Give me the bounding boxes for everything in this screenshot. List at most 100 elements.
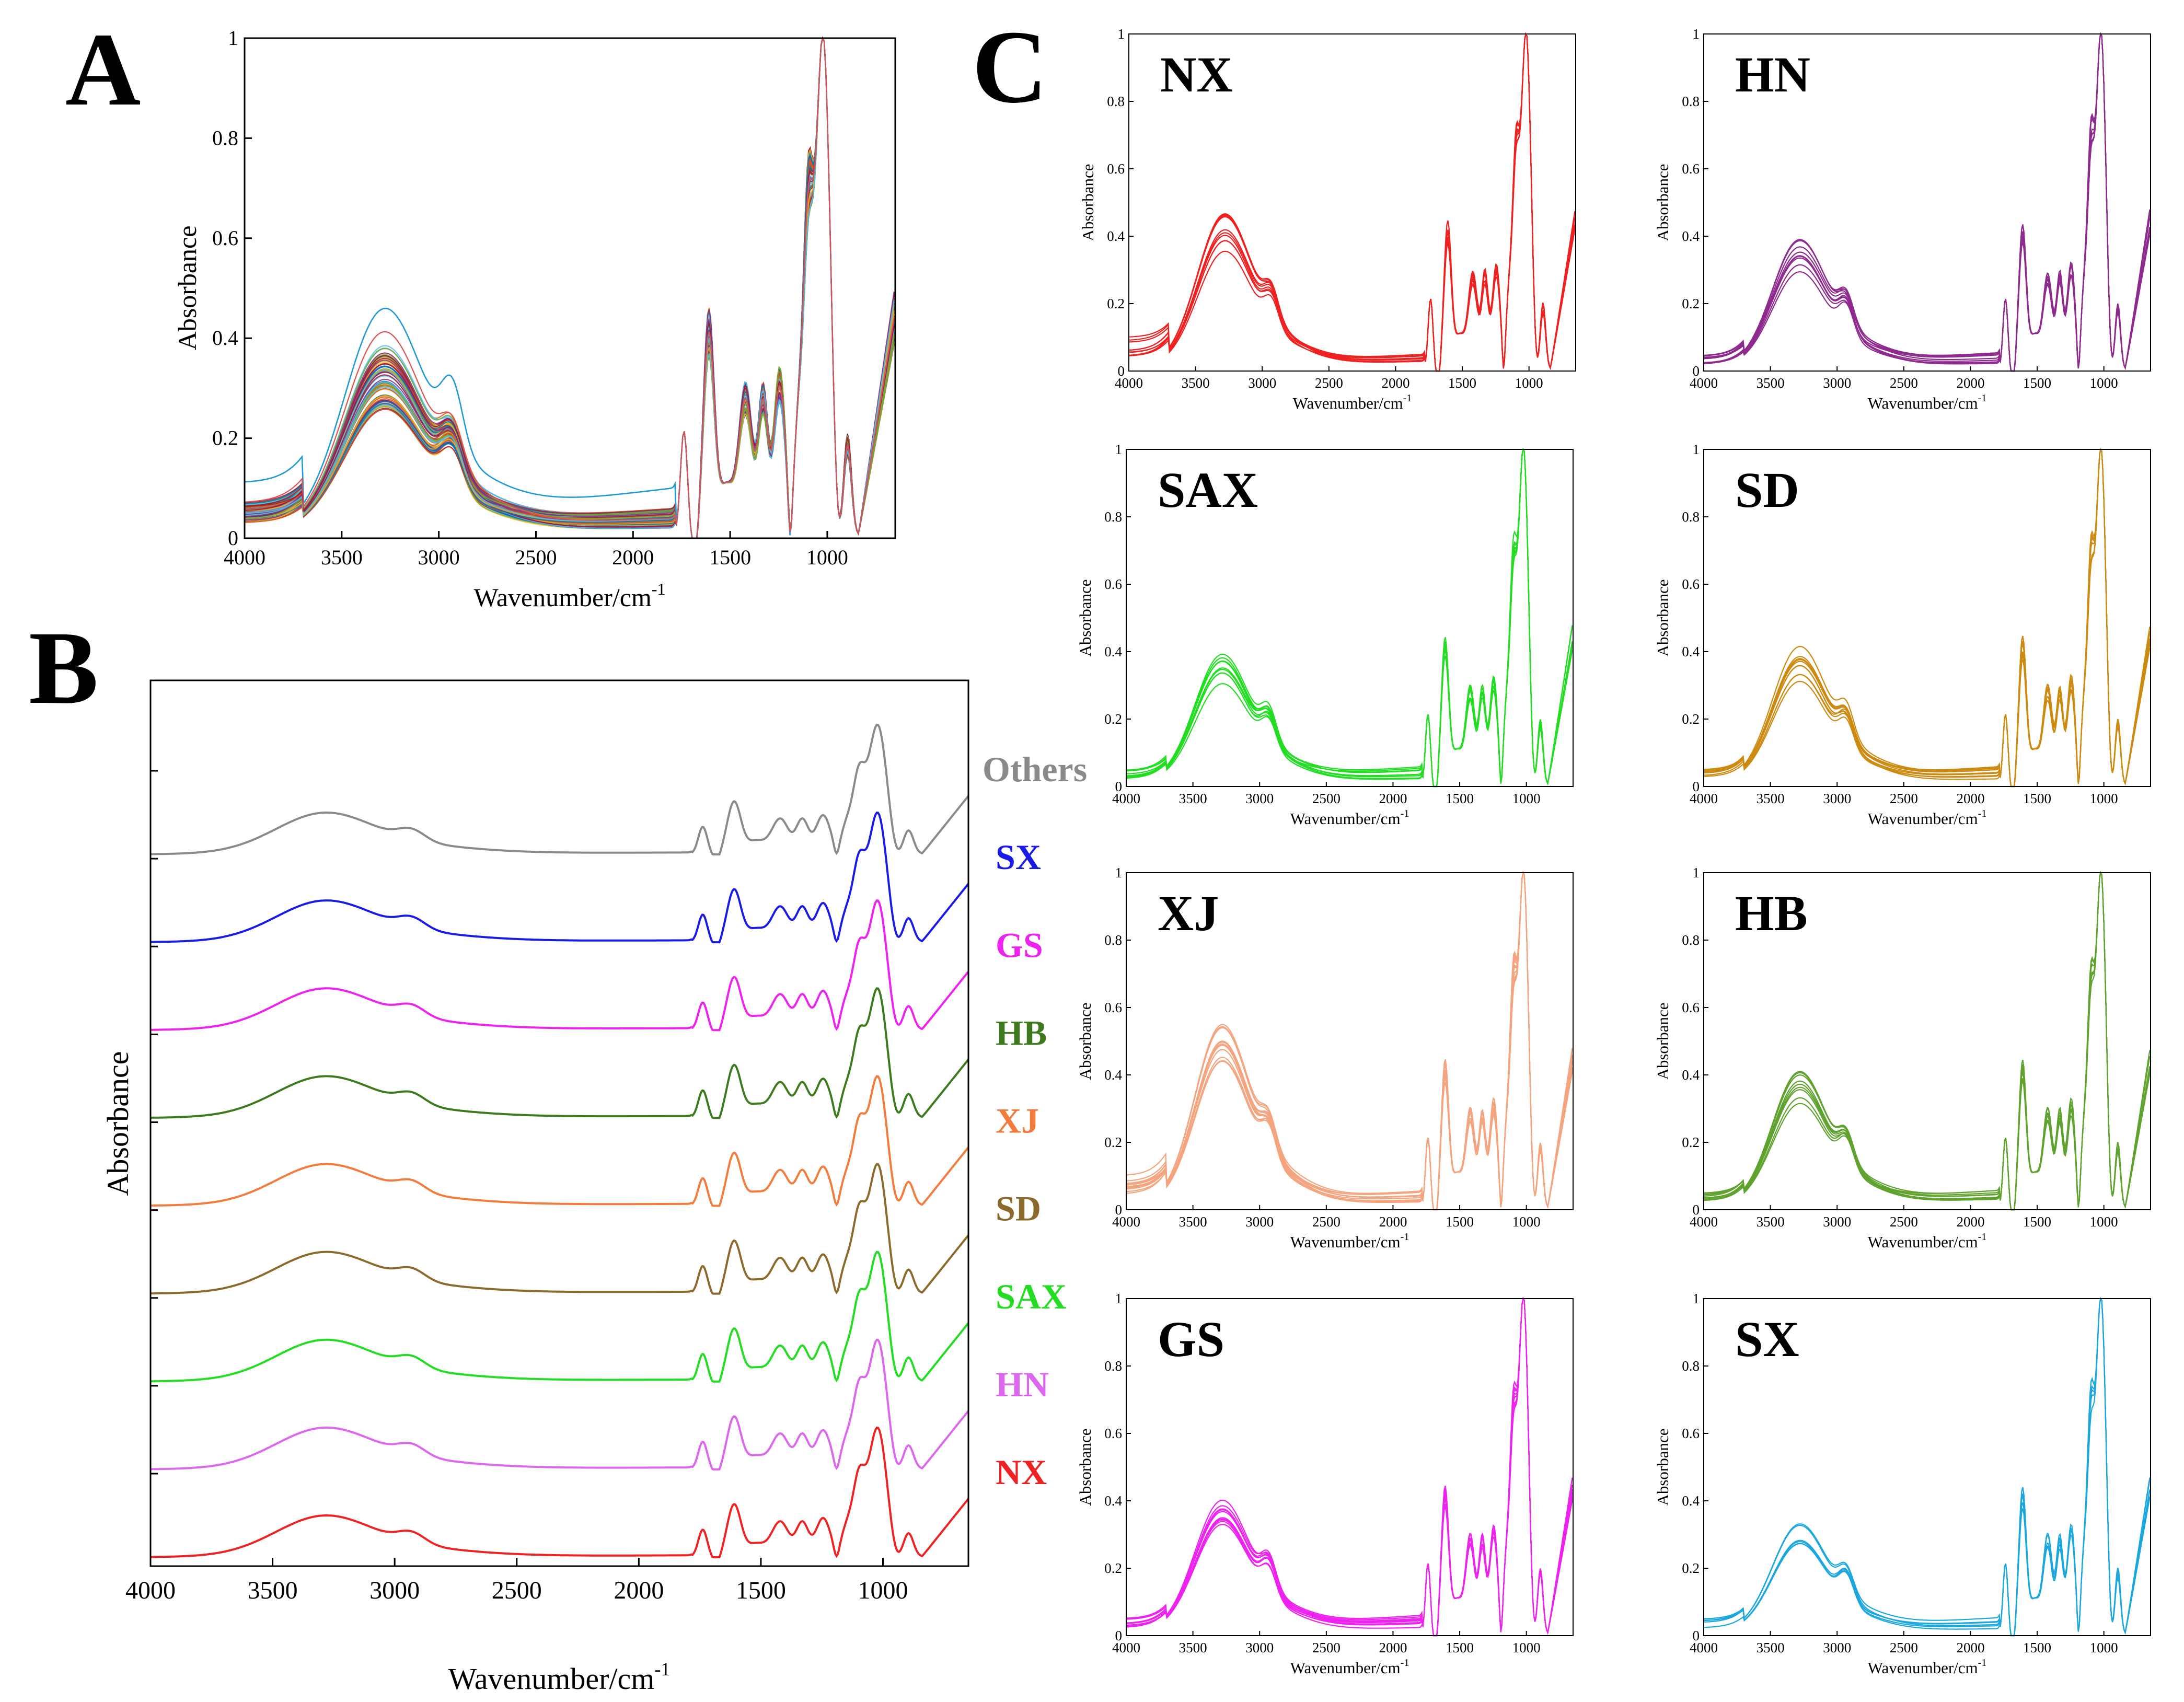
panel-c-xtick-label: 1500 [2023, 375, 2051, 391]
panel-c-subplot-gs: 4000 3500 3000 2500 2000 1500 1000 0 0.2 0.4 0.6 0.… [1076, 1291, 1574, 1677]
panel-a-spectra [244, 36, 895, 539]
panel-c-ytick-label: 0.8 [1682, 1358, 1700, 1374]
panel-c-xlabel: Wavenumber/cm-1 [1868, 808, 1987, 828]
panel-c-ylabel: Absorbance [1654, 1002, 1672, 1080]
panel-b-legend-label: HB [996, 1013, 1047, 1052]
panel-a-ytick-label: 0.2 [212, 426, 238, 450]
panel-c-ylabel: Absorbance [1654, 579, 1672, 656]
panel-c-ytick-label: 0 [1118, 363, 1125, 379]
panel-b: 4000 3500 3000 2500 2000 1500 1000 Others SX GS H… [101, 679, 1087, 1696]
panel-c-xtick-label: 3000 [1245, 1640, 1274, 1655]
panel-c-spectrum-line [1126, 871, 1573, 1211]
panel-b-spectrum-line [150, 1251, 969, 1383]
panel-b-legend-label: NX [996, 1452, 1047, 1492]
panel-c-xtick-label: 2000 [1381, 375, 1409, 391]
panel-c-ytick-label: 1 [1693, 442, 1700, 457]
panel-b-xlabel: Wavenumber/cm-1 [448, 1659, 671, 1696]
panel-c-region-label: GS [1158, 1311, 1224, 1367]
panel-a-xtick-label: 3500 [321, 546, 363, 569]
panel-c-xtick-label: 3000 [1245, 791, 1274, 806]
panel-c-xtick-label: 1000 [2090, 1640, 2118, 1655]
panel-c-xtick-label: 3500 [1179, 791, 1207, 806]
panel-c-ytick-label: 0.2 [1104, 711, 1122, 727]
panel-c-subplot-nx: 4000 3500 3000 2500 2000 1500 1000 0 0.2 0.4 0.6 0.… [1079, 26, 1576, 412]
panel-c-plot-frame [1703, 449, 2151, 787]
panel-c: 4000 3500 3000 2500 2000 1500 100000.20.40.60.… [1076, 26, 2151, 1677]
panel-c-xtick-label: 1500 [1448, 375, 1476, 391]
panel-a-ytick-label: 0.6 [212, 226, 238, 250]
panel-b-spectrum-line [151, 1163, 969, 1295]
panel-c-xlabel: Wavenumber/cm-1 [1290, 1231, 1409, 1251]
panel-label-a: A [65, 12, 141, 128]
panel-c-ytick-label: 1 [1693, 1291, 1700, 1306]
panel-c-spectrum-line [1703, 447, 2151, 788]
panel-c-subplot-sax: 4000 3500 3000 2500 2000 1500 1000 0 0.2 0.4 0.6 0.… [1076, 442, 1574, 828]
panel-c-ytick-label: 0.2 [1104, 1134, 1122, 1150]
panel-c-ytick-label: 0 [1115, 1202, 1123, 1218]
panel-c-ytick-label: 0.2 [1682, 1560, 1700, 1576]
panel-b-spectrum-line [151, 1426, 969, 1558]
panel-b-legend-label: HN [996, 1364, 1049, 1404]
panel-c-ytick-label: 0 [1693, 363, 1700, 379]
panel-c-xtick-label: 2500 [1312, 791, 1341, 806]
panel-c-spectrum-line [1704, 32, 2151, 372]
panel-c-xtick-label: 1000 [2090, 375, 2118, 391]
panel-b-xtick-label: 1500 [736, 1577, 786, 1604]
panel-b-legend-label: Others [983, 749, 1087, 789]
panel-c-ylabel: Absorbance [1654, 164, 1672, 241]
panel-c-xtick-label: 3500 [1757, 375, 1785, 391]
panel-c-ytick-label: 0.6 [1107, 161, 1125, 177]
panel-c-xtick-label: 2000 [1956, 375, 1984, 391]
panel-c-xtick-label: 2000 [1379, 791, 1407, 806]
panel-c-ylabel: Absorbance [1076, 1002, 1094, 1080]
panel-c-ytick-label: 1 [1115, 1291, 1123, 1306]
panel-a-xlabel: Wavenumber/cm-1 [474, 580, 666, 612]
panel-c-xtick-label: 4000 [1690, 1640, 1718, 1655]
panel-c-spectra [1126, 871, 1573, 1211]
panel-b-legend-label: SX [996, 837, 1041, 877]
panel-c-ytick-label: 0.4 [1682, 1067, 1700, 1083]
panel-a-ytick-label: 1 [228, 26, 238, 50]
panel-c-xtick-label: 4000 [1690, 375, 1718, 391]
panel-c-xtick-label: 4000 [1112, 791, 1140, 806]
panel-c-ylabel: Absorbance [1076, 579, 1094, 656]
panel-b-spectrum-line [151, 1075, 969, 1207]
panel-b-xtick-label: 3000 [369, 1577, 420, 1604]
panel-c-ytick-label: 1 [1115, 442, 1123, 457]
panel-c-ytick-label: 0.6 [1104, 576, 1122, 592]
panel-c-ytick-label: 0.8 [1104, 1358, 1122, 1374]
panel-c-ytick-label: 0.6 [1104, 1000, 1122, 1015]
panel-c-ytick-label: 0.8 [1107, 94, 1125, 109]
panel-c-ytick-label: 0 [1115, 1628, 1123, 1643]
panel-b-xtick-label: 1000 [858, 1577, 908, 1604]
panel-c-xtick-label: 1000 [1512, 1640, 1541, 1655]
panel-c-ytick-label: 0.8 [1104, 509, 1122, 525]
panel-b-legend-label: GS [996, 925, 1043, 965]
panel-a-xtick-label: 2000 [612, 546, 654, 569]
panel-b-ylabel: Absorbance [101, 1051, 135, 1196]
panel-c-xtick-label: 2000 [1956, 791, 1984, 806]
panel-a-ytick-label: 0 [228, 526, 238, 550]
panel-c-xtick-label: 1500 [1446, 791, 1474, 806]
panel-a-ytick-label: 0.8 [212, 126, 238, 149]
panel-c-spectra [1703, 447, 2151, 788]
panel-c-ytick-label: 0.6 [1682, 1426, 1700, 1441]
panel-c-ytick-label: 0 [1693, 1628, 1700, 1643]
panel-c-xtick-label: 3000 [1823, 1640, 1851, 1655]
panel-c-subplot-xj: 4000 3500 3000 2500 2000 1500 1000 0 0.2 0.4 0.6 0.… [1076, 865, 1574, 1251]
panel-c-xlabel: Wavenumber/cm-1 [1868, 392, 1987, 412]
panel-c-xtick-label: 3000 [1248, 375, 1276, 391]
panel-c-spectra [1126, 1296, 1573, 1637]
panel-c-ylabel: Absorbance [1079, 164, 1097, 241]
panel-c-plot-frame [1126, 449, 1574, 787]
panel-a-ticks: 4000 3500 3000 2500 2000 1500 1000 0 0.2 0.4 0.6 0.… [212, 26, 848, 569]
panel-c-ytick-label: 0.2 [1104, 1560, 1122, 1576]
panel-c-spectra [1128, 32, 1576, 372]
panel-c-xlabel: Wavenumber/cm-1 [1290, 808, 1409, 828]
panel-c-region-label: NX [1160, 47, 1233, 102]
panel-c-ytick-label: 0.4 [1104, 644, 1122, 659]
panel-c-ylabel: Absorbance [1654, 1428, 1672, 1506]
panel-c-xtick-label: 2000 [1379, 1214, 1407, 1230]
panel-c-xlabel: Wavenumber/cm-1 [1293, 392, 1412, 412]
